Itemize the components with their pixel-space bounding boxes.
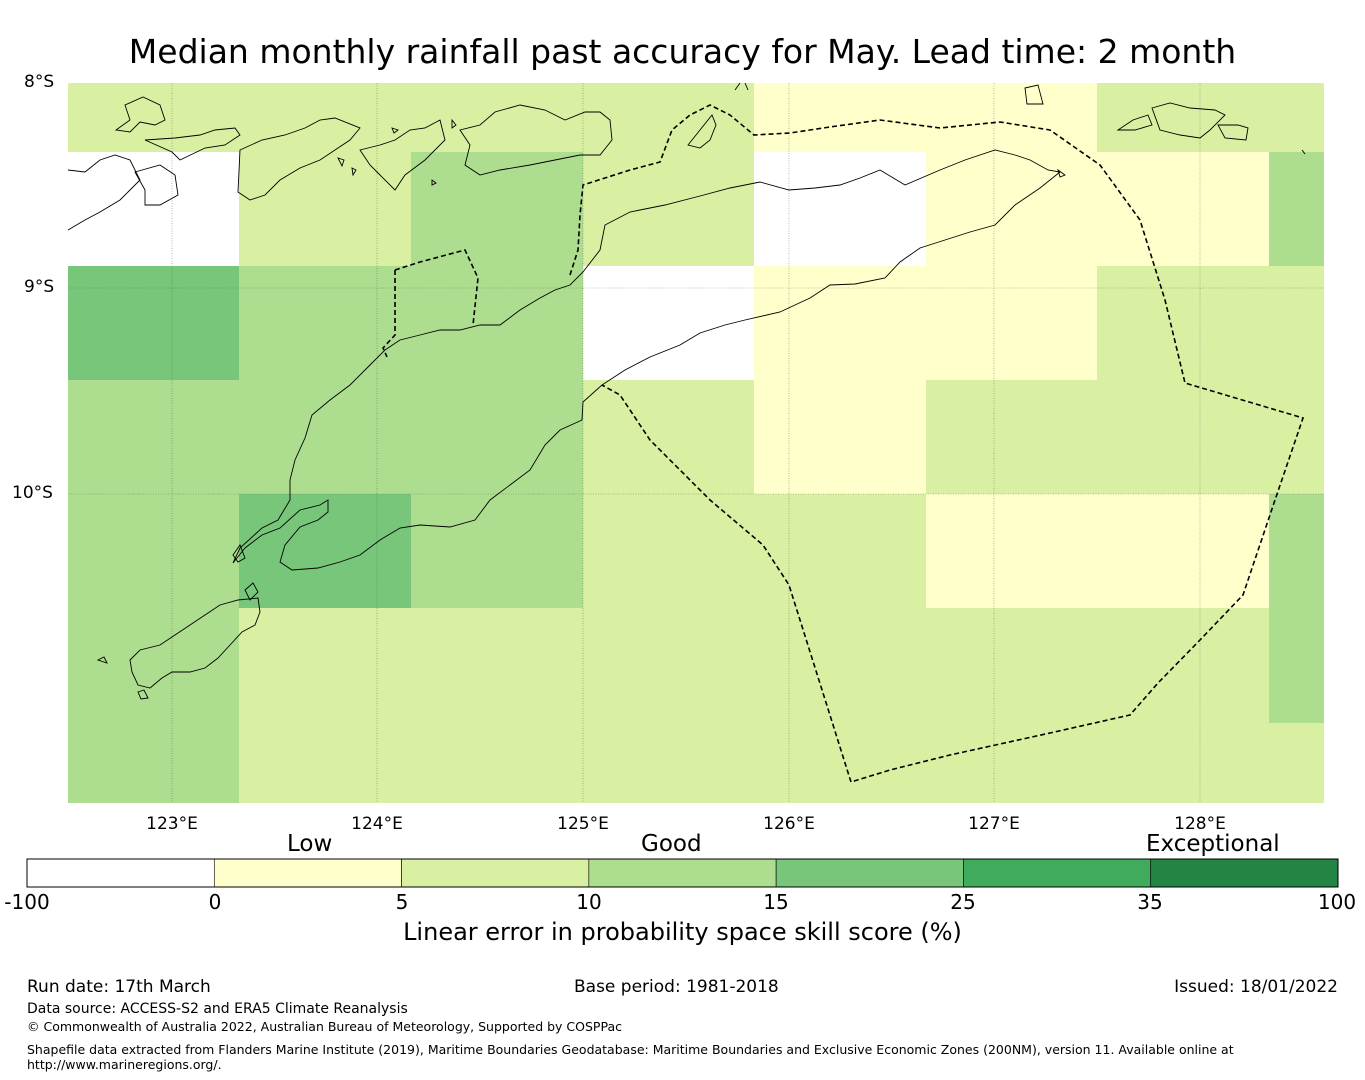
category-good: Good [641,831,702,857]
colorbar-tick: 5 [395,890,409,914]
issued-date: Issued: 18/01/2022 [1174,977,1338,997]
grid-cell [583,152,754,266]
grid-cell [583,380,754,494]
grid-cell [754,380,926,494]
grid-cell [583,494,926,608]
lon-label: 123°E [146,814,198,834]
colorbar-tick: 10 [576,890,602,914]
colorbar-segment [775,858,964,888]
colorbar-segment [26,858,215,888]
grid-cell [411,494,583,608]
grid-cell [583,266,754,380]
grid-cell [926,494,1269,608]
lat-label: 8°S [24,72,55,92]
grid-cell [239,152,411,266]
grid-cell [68,152,239,266]
grid-cell [68,608,239,723]
colorbar-segment [963,858,1152,888]
grid-cell [68,83,754,152]
colorbar-tick: 25 [950,890,976,914]
lon-label: 124°E [351,814,403,834]
colorbar-segment [1150,858,1339,888]
grid-cell [754,152,926,266]
colorbar-tick: 100 [1317,890,1357,914]
colorbar-tick: -100 [4,890,50,914]
grid-cell [1097,266,1324,380]
category-low: Low [287,831,333,857]
lon-label: 126°E [763,814,815,834]
colorbar-tick: 15 [763,890,789,914]
colorbar-tick: 0 [208,890,222,914]
grid-cell [239,494,411,608]
grid-cell [1269,494,1324,608]
grid-cell [1097,83,1324,152]
grid-cell [68,380,583,494]
colorbar-label: Linear error in probability space skill … [403,918,962,946]
shapefile-credit: Shapefile data extracted from Flanders M… [27,1042,1234,1057]
coastlines [67,82,1306,700]
grid-cell [239,608,1269,723]
run-date: Run date: 17th March [27,977,211,997]
map-title: Median monthly rainfall past accuracy fo… [128,32,1237,71]
graticule [68,83,1324,803]
lon-label: 128°E [1174,814,1226,834]
grid-cell [239,723,1324,803]
grid-cell [68,494,239,608]
lon-label: 125°E [557,814,609,834]
base-period: Base period: 1981-2018 [574,977,779,997]
skill-grid [68,83,1324,803]
lon-label: 127°E [968,814,1020,834]
shapefile-url: http://www.marineregions.org/. [27,1057,222,1072]
colorbar-segment [213,858,402,888]
grid-cell [926,152,1269,266]
grid-cell [754,83,1097,152]
grid-cell [926,380,1324,494]
grid-cell [754,266,1097,380]
colorbar-segment [401,858,590,888]
copyright: © Commonwealth of Australia 2022, Austra… [27,1019,622,1034]
grid-cell [239,266,583,380]
category-exceptional: Exceptional [1146,831,1280,857]
lat-label: 10°S [12,483,53,503]
grid-cell [1269,608,1324,723]
data-source: Data source: ACCESS-S2 and ERA5 Climate … [27,1001,408,1017]
grid-cell [68,723,239,803]
eez-boundaries [382,104,1305,783]
lat-label: 9°S [24,277,55,297]
colorbar-segment [588,858,777,888]
grid-cell [68,266,239,380]
grid-cell [1269,152,1324,266]
colorbar-tick: 35 [1137,890,1163,914]
